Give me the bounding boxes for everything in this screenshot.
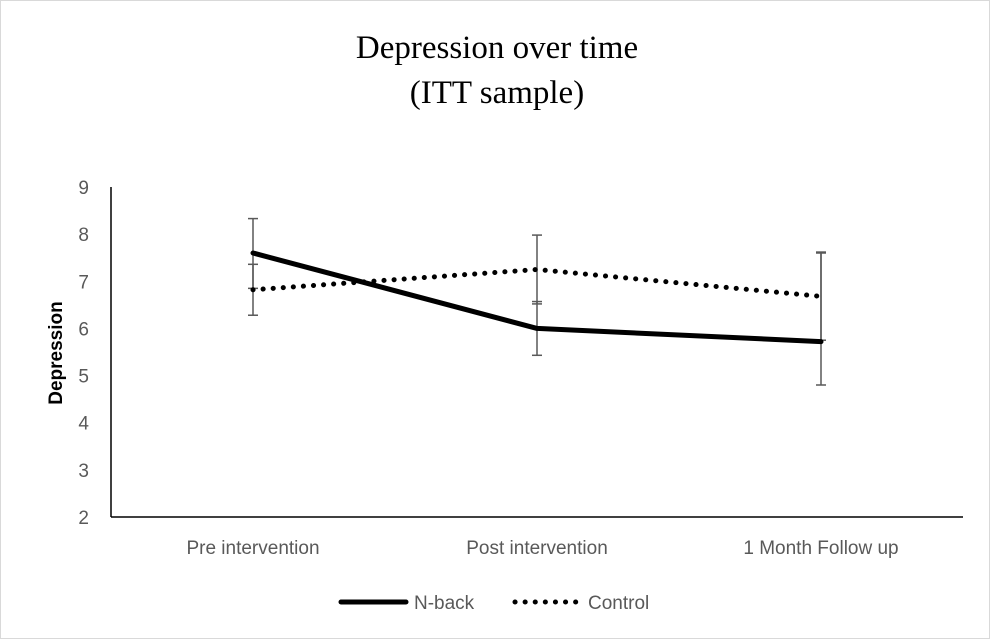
legend: N-back Control — [338, 593, 649, 614]
y-tick-label: 2 — [78, 508, 89, 529]
y-tick-label: 7 — [78, 272, 89, 293]
chart-title-line-2: (ITT sample) — [410, 75, 584, 111]
axes — [110, 187, 963, 518]
y-axis-label: Depression — [46, 301, 67, 404]
series-lines — [250, 250, 824, 345]
y-tick-label: 8 — [78, 225, 89, 246]
y-tick-label: 3 — [78, 461, 89, 482]
y-tick-label: 5 — [78, 367, 89, 388]
x-tick-label: Post intervention — [466, 538, 608, 559]
x-tick-label: 1 Month Follow up — [743, 538, 898, 559]
chart-title-line-1: Depression over time — [356, 30, 638, 66]
legend-label-control: Control — [588, 593, 649, 614]
y-tick-label: 9 — [78, 178, 89, 199]
y-tick-label: 6 — [78, 319, 89, 340]
error-bars — [248, 217, 826, 386]
y-tick-labels: 2 3 4 5 6 7 8 9 — [78, 178, 89, 529]
series-line-control — [250, 267, 824, 299]
legend-label-n-back: N-back — [414, 593, 475, 614]
y-tick-label: 4 — [78, 414, 89, 435]
x-tick-label: Pre intervention — [186, 538, 319, 559]
series-line-n-back — [250, 250, 824, 345]
x-tick-labels: Pre intervention Post intervention 1 Month… — [186, 538, 898, 559]
